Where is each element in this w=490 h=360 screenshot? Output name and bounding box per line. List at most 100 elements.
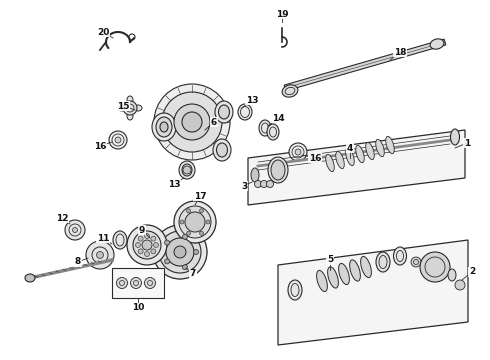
Ellipse shape (113, 231, 127, 249)
Ellipse shape (213, 139, 231, 161)
Circle shape (86, 241, 114, 269)
Circle shape (138, 249, 143, 254)
Ellipse shape (393, 247, 407, 265)
Circle shape (153, 225, 207, 279)
Circle shape (194, 249, 198, 255)
Text: 15: 15 (117, 102, 129, 111)
Text: 7: 7 (190, 270, 196, 279)
Ellipse shape (259, 120, 271, 136)
Ellipse shape (326, 154, 334, 172)
Circle shape (165, 240, 170, 245)
Circle shape (151, 236, 156, 241)
Circle shape (136, 243, 141, 248)
Circle shape (183, 166, 191, 174)
Circle shape (115, 137, 121, 143)
Circle shape (130, 278, 142, 288)
Ellipse shape (179, 161, 195, 179)
Ellipse shape (238, 104, 252, 120)
Circle shape (261, 180, 268, 188)
Ellipse shape (339, 264, 349, 285)
Circle shape (180, 220, 184, 224)
Text: 18: 18 (394, 48, 406, 57)
Text: 17: 17 (194, 192, 206, 201)
Ellipse shape (356, 145, 364, 163)
Circle shape (153, 243, 158, 248)
Text: 8: 8 (75, 257, 81, 266)
Ellipse shape (271, 160, 285, 180)
Circle shape (127, 225, 167, 265)
Circle shape (151, 249, 156, 254)
Circle shape (185, 212, 205, 232)
Text: 13: 13 (168, 180, 180, 189)
Text: 10: 10 (132, 303, 144, 312)
Circle shape (206, 220, 210, 224)
Circle shape (165, 259, 170, 264)
Polygon shape (284, 39, 446, 91)
Circle shape (182, 234, 188, 239)
Ellipse shape (361, 256, 371, 278)
Text: 20: 20 (97, 27, 109, 36)
Polygon shape (248, 130, 465, 205)
Circle shape (455, 280, 465, 290)
Ellipse shape (317, 270, 327, 292)
Ellipse shape (25, 274, 35, 282)
Ellipse shape (350, 260, 360, 281)
Circle shape (145, 252, 149, 257)
Ellipse shape (282, 85, 298, 97)
Ellipse shape (376, 252, 390, 272)
Circle shape (182, 112, 202, 132)
Circle shape (187, 209, 191, 213)
Ellipse shape (127, 96, 133, 104)
Text: 12: 12 (56, 213, 68, 222)
Circle shape (179, 206, 211, 238)
Ellipse shape (268, 157, 288, 183)
Circle shape (199, 209, 203, 213)
Text: 6: 6 (211, 117, 217, 126)
Circle shape (123, 101, 137, 115)
Ellipse shape (156, 117, 172, 137)
Circle shape (117, 278, 127, 288)
Circle shape (133, 231, 161, 259)
Bar (112, 268, 164, 298)
Circle shape (154, 84, 230, 160)
Circle shape (97, 252, 103, 258)
Text: 13: 13 (246, 95, 258, 104)
Circle shape (411, 257, 421, 267)
Text: 4: 4 (347, 144, 353, 153)
Text: 1: 1 (464, 139, 470, 148)
Text: 11: 11 (97, 234, 109, 243)
Ellipse shape (219, 105, 229, 119)
Text: 2: 2 (469, 267, 475, 276)
Polygon shape (278, 240, 468, 345)
Ellipse shape (251, 168, 259, 182)
Text: 16: 16 (309, 153, 321, 162)
Circle shape (138, 236, 143, 241)
Text: 5: 5 (327, 256, 333, 265)
Circle shape (289, 143, 307, 161)
Circle shape (182, 265, 188, 270)
Circle shape (199, 231, 203, 235)
Ellipse shape (376, 139, 384, 157)
Circle shape (109, 131, 127, 149)
Text: 3: 3 (241, 181, 247, 190)
Circle shape (166, 238, 194, 266)
Text: 19: 19 (276, 9, 288, 18)
Ellipse shape (386, 136, 394, 154)
Ellipse shape (328, 267, 339, 288)
Ellipse shape (160, 122, 168, 132)
Circle shape (174, 201, 216, 243)
Ellipse shape (450, 129, 460, 145)
Circle shape (187, 231, 191, 235)
Ellipse shape (152, 113, 176, 141)
Ellipse shape (346, 148, 354, 166)
Circle shape (162, 92, 222, 152)
Circle shape (142, 240, 152, 250)
Ellipse shape (448, 269, 456, 281)
Ellipse shape (336, 151, 344, 169)
Text: 9: 9 (139, 225, 145, 234)
Circle shape (145, 234, 149, 239)
Ellipse shape (366, 142, 374, 160)
Ellipse shape (430, 39, 444, 49)
Circle shape (73, 228, 77, 233)
Text: 16: 16 (94, 141, 106, 150)
